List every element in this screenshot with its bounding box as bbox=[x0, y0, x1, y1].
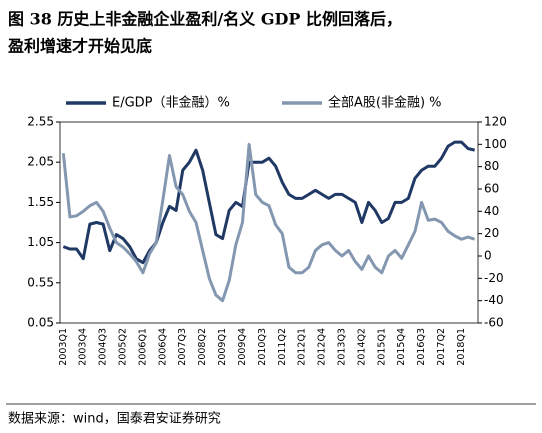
x-tick-label: 2009Q4 bbox=[237, 328, 248, 366]
y2-tick-label: 20 bbox=[484, 226, 499, 240]
legend-label: 全部A股(非金融) % bbox=[328, 95, 442, 111]
x-tick-label: 2012Q1 bbox=[297, 328, 308, 366]
x-tick-label: 2017Q2 bbox=[436, 328, 447, 366]
series-line bbox=[61, 142, 476, 303]
x-tick-label: 2006Q1 bbox=[137, 328, 148, 366]
chart-title: 盈利增速才开始见底 bbox=[7, 37, 152, 56]
x-tick-label: 2009Q1 bbox=[217, 328, 228, 366]
plot-frame bbox=[59, 121, 479, 324]
y2-tick-label: 40 bbox=[484, 204, 499, 218]
x-tick-label: 2011Q2 bbox=[277, 328, 288, 366]
y2-tick-label: 100 bbox=[484, 137, 507, 151]
y2-tick-label: 120 bbox=[484, 115, 507, 129]
x-tick-label: 2008Q2 bbox=[197, 328, 208, 366]
x-tick-label: 2015Q4 bbox=[396, 328, 407, 366]
x-tick-label: 2016Q3 bbox=[416, 328, 427, 366]
x-tick-label: 2005Q2 bbox=[118, 328, 129, 366]
x-tick-label: 2010Q3 bbox=[257, 328, 268, 366]
y2-tick-label: 0 bbox=[484, 249, 492, 263]
x-tick-label: 2018Q1 bbox=[456, 328, 467, 366]
y2-tick-label: -60 bbox=[484, 316, 504, 330]
y2-tick-label: 60 bbox=[484, 182, 499, 196]
x-tick-label: 2003Q4 bbox=[78, 328, 89, 366]
x-tick-label: 2015Q1 bbox=[376, 328, 387, 366]
x-tick-label: 2006Q4 bbox=[157, 328, 168, 366]
legend-label: E/GDP（非金融）% bbox=[112, 95, 230, 111]
x-tick-label: 2007Q3 bbox=[177, 328, 188, 366]
x-tick-label: 2012Q4 bbox=[317, 328, 328, 366]
y-tick-label: 0.05 bbox=[27, 316, 54, 330]
series-line bbox=[62, 140, 476, 265]
y-tick-label: 1.55 bbox=[27, 195, 54, 209]
y-tick-label: 2.05 bbox=[27, 155, 54, 169]
x-tick-label: 2004Q3 bbox=[98, 328, 109, 366]
chart-title: 图 38 历史上非金融企业盈利/名义 GDP 比例回落后， bbox=[8, 10, 402, 29]
y-tick-label: 0.55 bbox=[27, 275, 54, 289]
y-tick-label: 1.05 bbox=[27, 235, 54, 249]
y2-tick-label: -40 bbox=[484, 293, 504, 307]
y2-tick-label: 80 bbox=[484, 159, 499, 173]
x-tick-label: 2003Q1 bbox=[58, 328, 69, 366]
x-tick-label: 2013Q3 bbox=[336, 328, 347, 366]
y-tick-label: 2.55 bbox=[27, 115, 54, 129]
source: 数据来源：wind，国泰君安证券研究 bbox=[8, 411, 221, 427]
x-tick-label: 2014Q2 bbox=[356, 328, 367, 366]
y2-tick-label: -20 bbox=[484, 271, 504, 285]
